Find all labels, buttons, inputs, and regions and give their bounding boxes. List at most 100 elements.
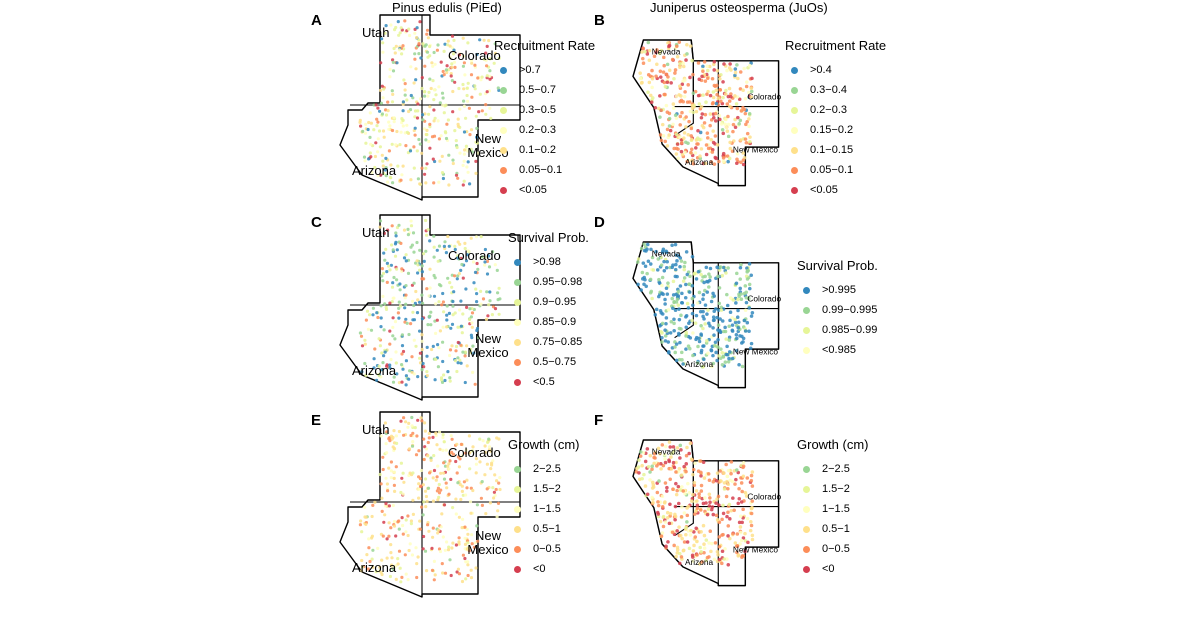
plot-dot [417, 496, 421, 500]
plot-dot [408, 33, 412, 38]
plot-dot [467, 434, 471, 438]
plot-dot [643, 484, 648, 488]
plot-dot [388, 363, 392, 367]
plot-dot [418, 519, 422, 523]
legend-swatch [803, 346, 810, 354]
legend-swatch [803, 286, 810, 294]
plot-dot [382, 328, 386, 332]
plot-dot [407, 377, 411, 381]
plot-dot [385, 270, 389, 274]
plot-dot [378, 472, 382, 477]
plot-dot [470, 95, 474, 99]
plot-dot [641, 261, 646, 265]
plot-dot [687, 451, 691, 456]
plot-dot [483, 450, 487, 454]
plot-dot [453, 65, 457, 69]
plot-dot [468, 317, 472, 322]
plot-dot [391, 567, 395, 571]
plot-dot [701, 64, 705, 69]
plot-dot [412, 303, 416, 308]
plot-dot [726, 510, 730, 515]
plot-dot [443, 464, 448, 468]
plot-dot [719, 479, 723, 483]
plot-dot [468, 133, 472, 137]
plot-dot [640, 270, 645, 275]
plot-dot [706, 308, 710, 312]
plot-dot [718, 88, 723, 92]
plot-dot [437, 85, 441, 89]
plot-dot [709, 137, 713, 142]
plot-dot [706, 136, 710, 140]
plot-dot [419, 468, 423, 473]
plot-dot [467, 106, 471, 110]
plot-dot [382, 354, 386, 358]
plot-dot [717, 535, 722, 539]
plot-dot [749, 341, 754, 346]
plot-dot [436, 464, 440, 468]
plot-dot [466, 541, 470, 545]
plot-dot [430, 568, 435, 572]
plot-dot [453, 311, 457, 315]
plot-dot [389, 357, 393, 362]
legend-label: 0.3−0.5 [519, 104, 557, 116]
plot-dots [358, 415, 502, 584]
plot-dot [430, 546, 434, 550]
plot-dot [392, 519, 397, 524]
plot-dot [438, 447, 442, 451]
plot-dot [459, 343, 463, 347]
plot-dot [392, 120, 396, 124]
plot-dot [401, 523, 405, 528]
plot-dot [380, 37, 384, 41]
state-label: Arizona [352, 163, 397, 178]
plot-dot [726, 159, 730, 164]
plot-dot [424, 505, 428, 509]
plot-dot [412, 145, 416, 149]
plot-dot [683, 260, 687, 265]
plot-dot [415, 26, 419, 30]
plot-dot [402, 228, 407, 232]
plot-dot [725, 292, 729, 297]
plot-dot [722, 557, 726, 561]
legend-item: <0.985 [797, 340, 878, 360]
plot-dot [403, 553, 407, 557]
plot-dot [479, 78, 483, 82]
plot-dot [401, 492, 405, 496]
plot-dot [642, 275, 646, 280]
plot-dot [639, 450, 643, 454]
plot-dot [653, 313, 658, 317]
plot-dot [432, 559, 436, 563]
plot-dot [700, 560, 704, 564]
plot-dot [390, 243, 394, 247]
plot-dot [368, 313, 372, 317]
plot-dot [485, 259, 490, 263]
plot-dot [651, 500, 655, 505]
legend-item: 0.3−0.5 [494, 100, 595, 120]
plot-dot [391, 316, 395, 320]
plot-dot [493, 307, 498, 311]
plot-dot [389, 551, 393, 555]
plot-dot [638, 71, 642, 75]
plot-dot [432, 98, 436, 102]
plot-dot [448, 44, 452, 48]
legend-swatch [500, 186, 507, 194]
plot-dot [441, 435, 445, 440]
plot-dot [724, 352, 728, 357]
plot-dot [463, 350, 467, 354]
plot-dot [469, 315, 473, 319]
plot-dot [390, 128, 395, 133]
plot-dot [703, 303, 708, 307]
legend-swatch [791, 106, 798, 114]
plot-dot [400, 575, 404, 579]
plot-dot [428, 77, 432, 81]
plot-dot [441, 359, 445, 364]
plot-dot [479, 496, 483, 500]
plot-dot [661, 514, 666, 519]
plot-dot [417, 475, 421, 479]
plot-dot [425, 133, 429, 137]
plot-dot [690, 284, 695, 288]
plot-dot [446, 370, 450, 374]
plot-dot [381, 361, 385, 365]
plot-dot [740, 555, 744, 559]
plot-dot [661, 134, 666, 138]
plot-dot [660, 504, 665, 509]
